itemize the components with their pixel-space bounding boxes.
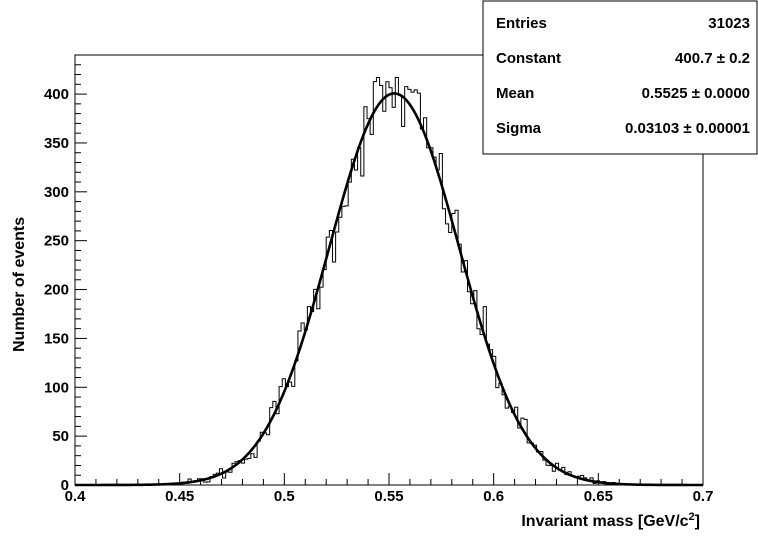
- x-tick-label: 0.6: [483, 488, 504, 505]
- y-tick-label: 350: [44, 135, 69, 152]
- x-tick-label: 0.5: [274, 488, 295, 505]
- x-tick-label: 0.45: [165, 488, 194, 505]
- y-tick-label: 200: [44, 282, 69, 299]
- x-axis-title-sup: 2: [689, 511, 695, 523]
- stats-value: 0.5525 ± 0.0000: [642, 85, 750, 102]
- y-tick-label: 100: [44, 379, 69, 396]
- stats-value: 0.03103 ± 0.00001: [625, 120, 750, 137]
- y-tick-label: 50: [52, 428, 69, 445]
- x-axis-title-suffix: ]: [695, 513, 700, 530]
- stats-box-frame: [482, 0, 758, 155]
- y-tick-label: 150: [44, 330, 69, 347]
- x-tick-label: 0.55: [374, 488, 403, 505]
- y-tick-label: 400: [44, 86, 69, 103]
- x-axis-title-main: Invariant mass [GeV/c: [521, 513, 688, 530]
- y-axis-ticks: 0 50 100 150 200 250 300 350 400: [44, 54, 87, 494]
- x-tick-label: 0.7: [693, 488, 714, 505]
- y-axis-title: Number of events: [11, 217, 28, 352]
- y-tick-label: 250: [44, 233, 69, 250]
- stats-label: Entries: [496, 15, 547, 32]
- stats-label: Sigma: [496, 120, 542, 137]
- y-tick-label: 0: [61, 477, 69, 494]
- stats-value: 31023: [708, 15, 750, 32]
- stats-value: 400.7 ± 0.2: [675, 50, 750, 67]
- x-axis-title: Invariant mass [GeV/c2]: [521, 511, 700, 530]
- stats-rows: Entries 31023 Constant 400.7 ± 0.2 Mean 0.552…: [496, 15, 750, 137]
- stats-label: Constant: [496, 50, 561, 67]
- stats-box: Entries 31023 Constant 400.7 ± 0.2 Mean 0.552…: [482, 0, 758, 155]
- x-axis-ticks: 0.4 0.45 0.5 0.55 0.6 0.65 0.7: [65, 473, 714, 505]
- y-tick-label: 300: [44, 184, 69, 201]
- x-tick-label: 0.65: [584, 488, 613, 505]
- stats-label: Mean: [496, 85, 534, 102]
- x-tick-label: 0.4: [65, 488, 87, 505]
